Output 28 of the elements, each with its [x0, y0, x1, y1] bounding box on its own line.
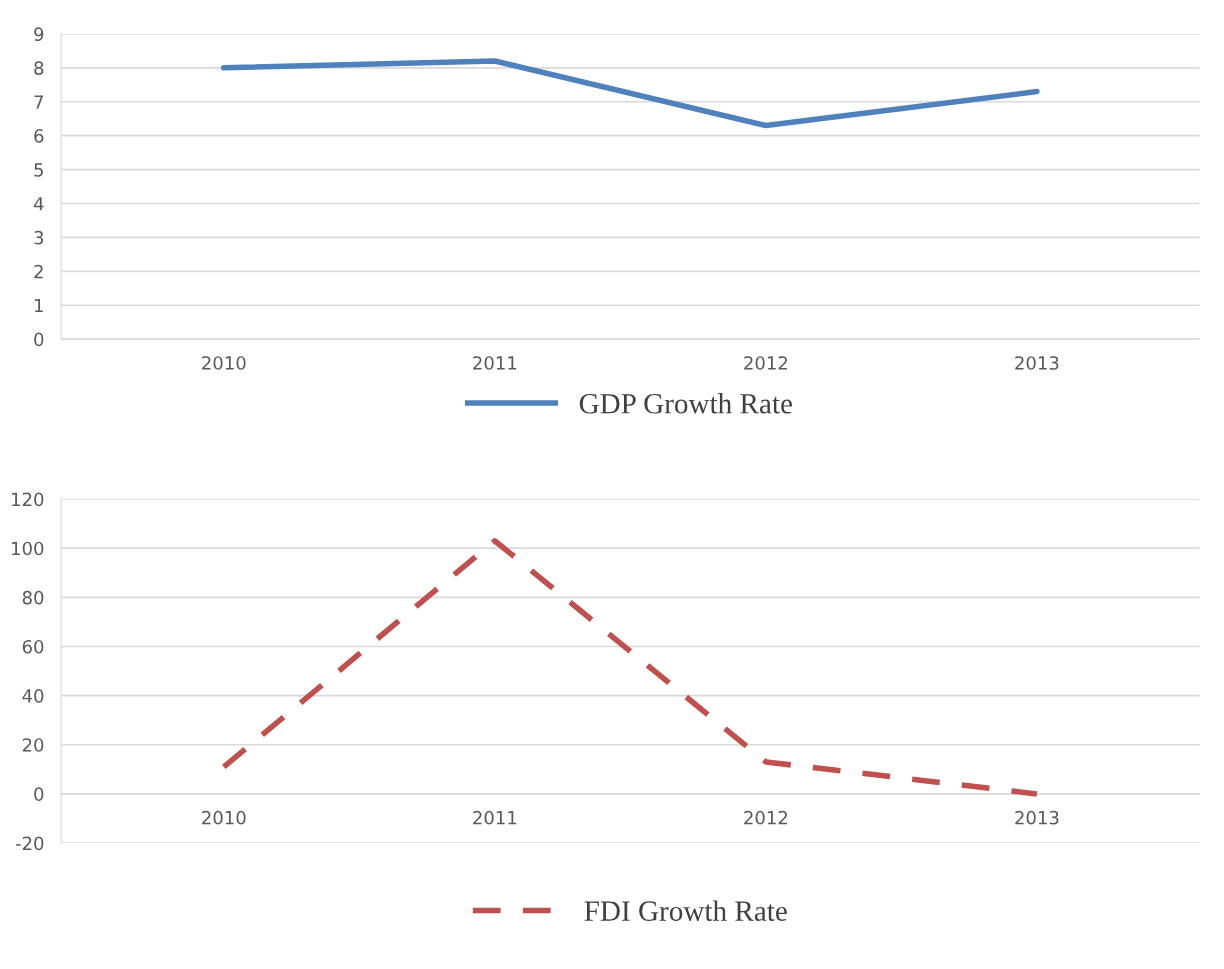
- legend-label: GDP Growth Rate: [579, 393, 792, 414]
- y-tick-label: 7: [34, 95, 43, 109]
- x-tick-label: 2011: [473, 356, 517, 370]
- x-tick-label: 2013: [1015, 810, 1059, 825]
- x-tick-label: 2010: [202, 356, 246, 370]
- y-tick-label: -20: [15, 836, 44, 851]
- y-tick-label: 60: [22, 639, 44, 654]
- y-tick-label: 6: [34, 129, 44, 143]
- y-tick-label: 9: [34, 27, 44, 42]
- y-tick-label: 100: [12, 541, 44, 556]
- x-tick-label: 2012: [744, 356, 788, 370]
- y-tick-label: 40: [22, 689, 44, 703]
- x-tick-label: 2011: [473, 810, 517, 825]
- y-tick-label: 3: [34, 230, 44, 245]
- x-tick-label: 2013: [1015, 356, 1059, 370]
- x-tick-label: 2010: [202, 810, 246, 825]
- y-tick-label: 5: [34, 163, 43, 177]
- y-tick-label: 120: [12, 492, 44, 507]
- y-tick-label: 2: [34, 264, 43, 279]
- y-tick-label: 1: [35, 298, 43, 313]
- x-tick-label: 2012: [744, 810, 788, 825]
- y-tick-label: 20: [22, 738, 44, 752]
- y-tick-label: 0: [34, 787, 44, 801]
- y-tick-label: 0: [34, 332, 44, 347]
- legend-label: FDI Growth Rate: [584, 900, 787, 921]
- y-tick-label: 80: [22, 590, 44, 605]
- y-tick-label: 8: [34, 61, 44, 75]
- y-tick-label: 4: [33, 197, 44, 211]
